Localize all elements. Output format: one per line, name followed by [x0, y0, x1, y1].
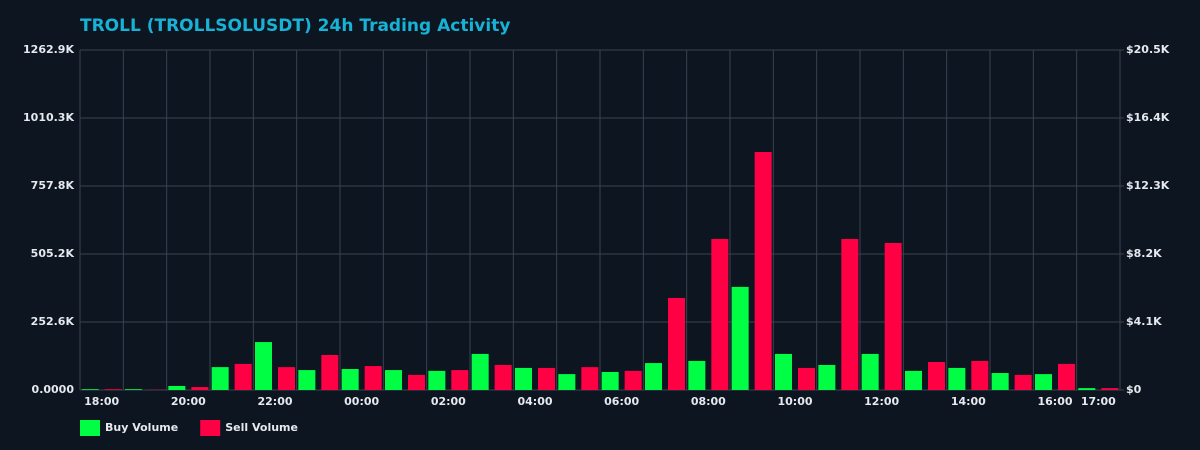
bar — [991, 373, 1009, 390]
bar — [1035, 374, 1052, 390]
bar — [731, 286, 749, 390]
x-tick-label: 02:00 — [431, 395, 466, 408]
bar — [775, 353, 792, 390]
bar — [364, 366, 382, 390]
bar — [688, 360, 706, 390]
y2-tick-label: $16.4K — [1126, 111, 1170, 124]
bar — [1058, 363, 1075, 390]
bar — [601, 371, 619, 390]
x-tick-label: 20:00 — [171, 395, 206, 408]
chart-title: TROLL (TROLLSOLUSDT) 24h Trading Activit… — [80, 16, 510, 36]
bar — [255, 342, 272, 390]
bar — [861, 353, 879, 390]
legend-swatch — [80, 420, 100, 436]
y2-tick-label: $0 — [1126, 383, 1142, 396]
bar — [494, 364, 512, 390]
bar — [278, 367, 295, 390]
bar — [754, 152, 772, 390]
x-tick-label: 00:00 — [344, 395, 379, 408]
bar — [884, 243, 902, 390]
y-tick-label: 505.2K — [31, 247, 75, 260]
bar — [428, 370, 446, 390]
bar — [645, 363, 662, 390]
x-tick-label: 22:00 — [257, 395, 292, 408]
bar — [471, 353, 489, 390]
y-tick-label: 1010.3K — [23, 111, 74, 124]
legend-swatch — [200, 420, 221, 436]
bar — [538, 367, 555, 390]
legend-label: Buy Volume — [105, 421, 178, 434]
bar — [558, 374, 576, 390]
bar — [234, 363, 252, 390]
bar — [81, 389, 99, 390]
bar — [515, 367, 532, 390]
x-tick-label: 10:00 — [777, 395, 812, 408]
bar — [581, 367, 599, 390]
y2-tick-label: $20.5K — [1126, 43, 1170, 56]
bar — [711, 238, 729, 390]
bar — [321, 355, 339, 390]
y-tick-label: 757.8K — [31, 179, 75, 192]
bar — [104, 389, 122, 390]
y-tick-label: 1262.9K — [23, 43, 74, 56]
bar — [1078, 388, 1096, 390]
bar — [168, 385, 186, 390]
x-tick-label: 14:00 — [951, 395, 986, 408]
x-tick-label: 16:00 — [1037, 395, 1072, 408]
y2-tick-label: $8.2K — [1126, 247, 1162, 260]
x-tick-label: 18:00 — [84, 395, 119, 408]
y-tick-label: 0.0000 — [32, 383, 75, 396]
bar — [668, 297, 685, 390]
bar — [298, 370, 316, 390]
legend-label: Sell Volume — [225, 421, 298, 434]
x-tick-label: 06:00 — [604, 395, 639, 408]
bar — [211, 367, 229, 390]
bar — [905, 370, 922, 390]
bar — [408, 374, 425, 390]
bar — [798, 367, 815, 390]
bar — [125, 389, 142, 390]
bar — [341, 369, 359, 390]
y2-tick-label: $4.1K — [1126, 315, 1162, 328]
bar — [624, 370, 642, 390]
bar — [948, 367, 966, 390]
bar — [1014, 374, 1032, 390]
x-tick-label: 08:00 — [691, 395, 726, 408]
y2-tick-label: $12.3K — [1126, 179, 1170, 192]
x-tick-label: 12:00 — [864, 395, 899, 408]
bar — [451, 370, 469, 390]
y-tick-label: 252.6K — [31, 315, 75, 328]
bar — [818, 364, 836, 390]
bar — [841, 238, 859, 390]
x-tick-label: 04:00 — [517, 395, 552, 408]
bar — [385, 370, 402, 390]
bar — [1101, 388, 1119, 390]
bar — [191, 387, 209, 390]
bar — [928, 362, 945, 390]
bar — [971, 360, 989, 390]
x-tick-label: 17:00 — [1081, 395, 1116, 408]
